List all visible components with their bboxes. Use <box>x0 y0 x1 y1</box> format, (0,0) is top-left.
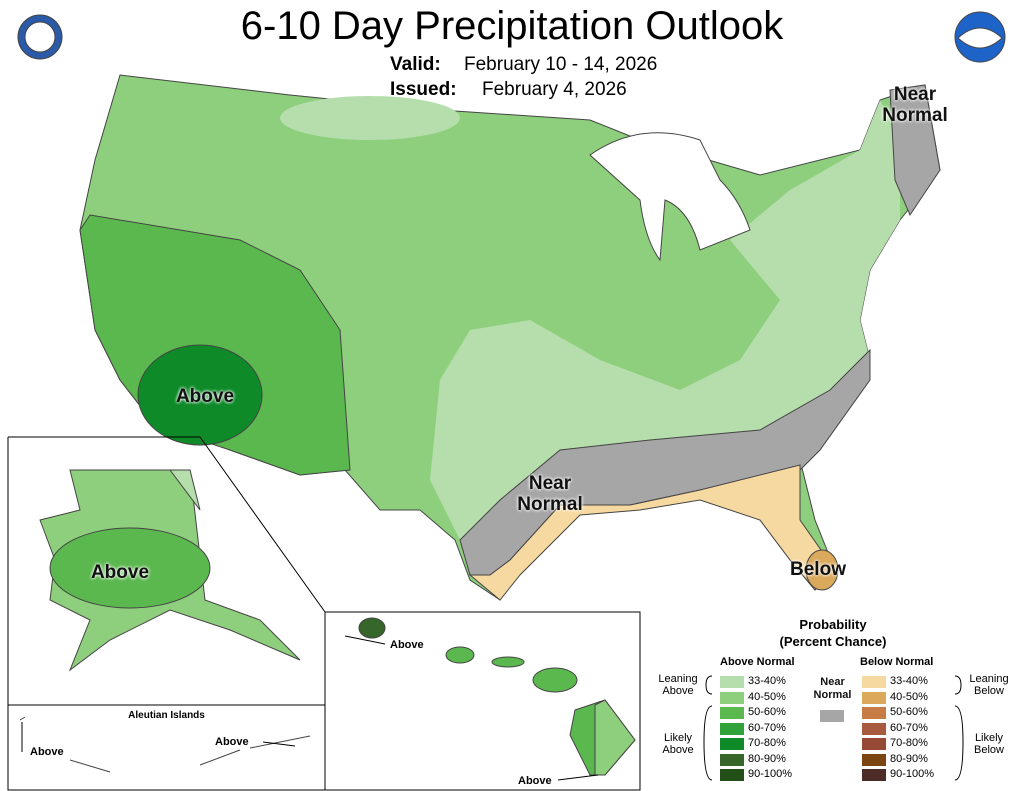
map-label: Near Normal <box>517 473 583 515</box>
legend-item-label: 80-90% <box>890 752 928 765</box>
legend-swatch <box>720 676 744 688</box>
bracket <box>954 675 962 695</box>
hawaii-inset-frame <box>324 611 641 791</box>
molokai <box>491 656 525 668</box>
map-label: Above <box>175 386 235 407</box>
legend-item-label: 33-40% <box>890 675 928 687</box>
legend-item-label: 90-100% <box>890 768 935 780</box>
big-island-east <box>594 699 636 776</box>
bracket <box>705 675 713 695</box>
alaska-33-40 <box>169 469 201 511</box>
region-below-40-50 <box>805 549 839 591</box>
legend-item-label: 70-80% <box>890 737 928 749</box>
kauai <box>358 617 386 639</box>
legend-swatch <box>720 691 744 704</box>
commerce-logo-inner <box>24 21 56 53</box>
region-33-40 <box>430 100 900 540</box>
legend-item-label: 33-40% <box>748 675 786 687</box>
legend-subtitle: (Percent Chance) <box>779 634 887 649</box>
legend-item-label: 90-100% <box>748 768 793 780</box>
map-label: Above <box>390 639 424 651</box>
legend-group: Leaning Below <box>969 673 1009 697</box>
issued-label: Issued: <box>390 79 457 100</box>
legend-title: Probability <box>799 617 867 632</box>
inset-title: Aleutian Islands <box>128 710 205 721</box>
title: 6-10 Day Precipitation Outlook <box>240 4 784 48</box>
maui <box>532 667 578 693</box>
legend-swatch <box>720 707 744 719</box>
issued-date: February 4, 2026 <box>482 79 627 100</box>
legend-swatch <box>720 738 744 750</box>
legend-group: Likely Above <box>662 732 694 756</box>
legend-swatch <box>820 710 844 722</box>
legend-near-label: Near Normal <box>813 676 852 701</box>
legend-item-label: 40-50% <box>748 690 786 703</box>
legend-swatch <box>862 707 886 719</box>
legend-item-label: 80-90% <box>748 752 786 765</box>
legend-item-label: 60-70% <box>748 721 786 734</box>
map-label: Above <box>518 775 552 787</box>
legend-swatch <box>862 676 886 688</box>
legend-header: Above Normal <box>720 656 795 668</box>
legend-swatch <box>720 769 744 781</box>
legend-group: Likely Below <box>974 732 1004 756</box>
region-33-40 <box>280 96 460 140</box>
alaska-50-60 <box>49 527 211 609</box>
leader <box>557 774 599 781</box>
legend-header: Below Normal <box>860 656 934 668</box>
bracket <box>954 705 964 781</box>
great-lakes <box>589 132 751 262</box>
legend-swatch <box>862 738 886 750</box>
legend-swatch <box>862 753 886 766</box>
legend-item-label: 50-60% <box>748 706 786 718</box>
legend-swatch <box>720 722 744 735</box>
region-60-70 <box>137 344 263 446</box>
legend-group: Leaning Above <box>658 673 698 697</box>
legend-item-label: 60-70% <box>890 721 928 734</box>
legend-swatch <box>862 769 886 781</box>
bracket <box>703 705 713 781</box>
aleutian-chain <box>19 716 311 773</box>
legend-swatch <box>862 691 886 704</box>
conus <box>79 74 941 601</box>
legend-item-label: 40-50% <box>890 690 928 703</box>
leader <box>344 635 386 645</box>
valid-label: Valid: <box>390 54 441 75</box>
legend-item-label: 50-60% <box>890 706 928 718</box>
map-label: Above <box>215 736 249 748</box>
map-label: Above <box>90 562 150 583</box>
map-label: Near Normal <box>882 84 948 126</box>
legend-swatch <box>862 722 886 735</box>
noaa-logo-bird <box>957 27 1003 49</box>
oahu <box>445 646 475 664</box>
region-near-normal <box>889 84 941 217</box>
leader <box>262 741 296 747</box>
legend-swatch <box>720 753 744 766</box>
legend-item-label: 70-80% <box>748 737 786 749</box>
valid-date: February 10 - 14, 2026 <box>464 54 658 75</box>
map-label: Below <box>790 559 846 580</box>
map-label: Above <box>30 746 64 758</box>
